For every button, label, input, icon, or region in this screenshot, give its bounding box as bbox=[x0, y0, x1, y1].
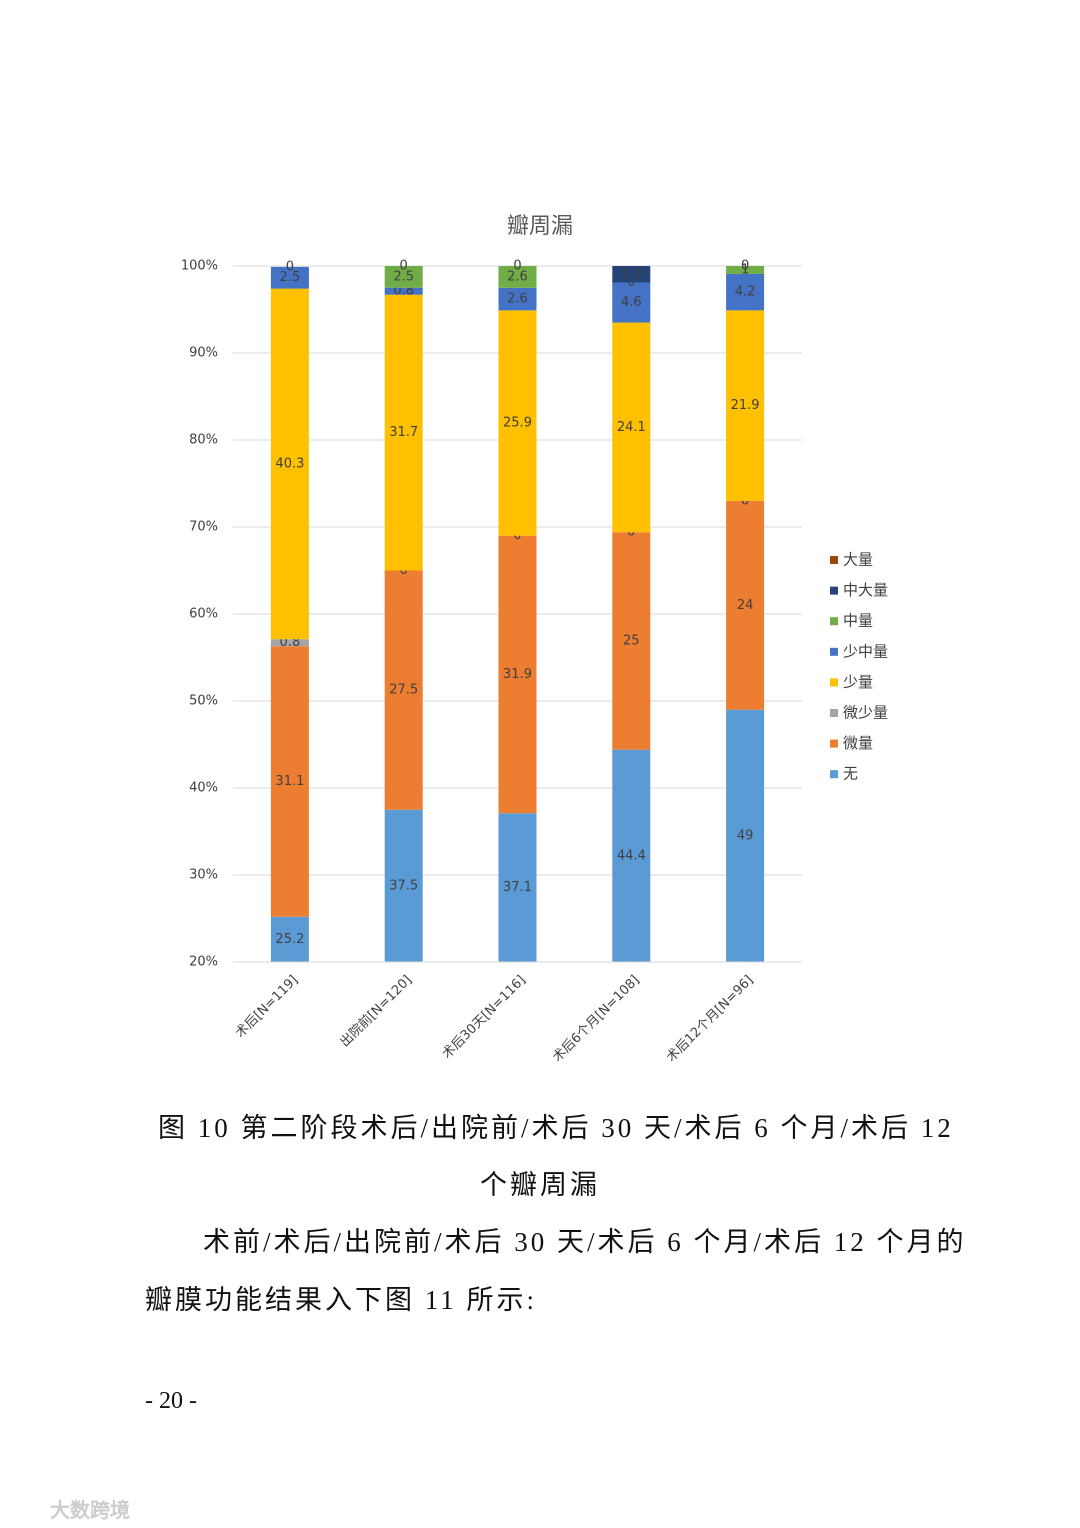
data-label: 2.5 bbox=[393, 269, 414, 284]
data-label: 37.5 bbox=[389, 878, 418, 893]
x-tick-label: 术后30天[N=116] bbox=[440, 973, 529, 1062]
bar-segment bbox=[612, 749, 651, 962]
x-tick-label: 术后[N=119] bbox=[233, 973, 301, 1041]
bar-segment bbox=[726, 310, 765, 501]
bar-segment bbox=[498, 813, 537, 962]
data-label: 31.7 bbox=[389, 425, 418, 440]
bar-segment bbox=[612, 282, 651, 323]
legend-label: 微量 bbox=[843, 734, 873, 752]
paragraph-line: 瓣膜功能结果入下图 11 所示: bbox=[145, 1285, 537, 1315]
y-tick-label: 50% bbox=[189, 694, 218, 709]
paragraph-line: 术前/术后/出院前/术后 30 天/术后 6 个月/术后 12 个月的 bbox=[203, 1227, 967, 1257]
bar-segment bbox=[612, 532, 651, 750]
legend-label: 微少量 bbox=[843, 704, 888, 722]
y-tick-label: 70% bbox=[189, 520, 218, 535]
y-tick-label: 100% bbox=[181, 259, 218, 274]
bar-segment bbox=[270, 639, 309, 647]
data-label: 49 bbox=[737, 828, 754, 843]
bar-segment bbox=[384, 287, 423, 295]
bar-segment bbox=[726, 273, 765, 311]
y-tick-label: 20% bbox=[189, 955, 218, 970]
legend-label: 中大量 bbox=[843, 581, 888, 599]
data-label: 1 bbox=[741, 262, 749, 277]
data-label: 37.1 bbox=[503, 880, 532, 895]
chart: 瓣周漏 20% 30% 40% 50% 60% 70% 80% 90% 100% 术后[N=119… bbox=[181, 214, 888, 1066]
data-label: 40.3 bbox=[275, 456, 304, 471]
legend-swatch bbox=[830, 556, 838, 564]
legend-label: 少量 bbox=[843, 673, 873, 691]
bar-segment bbox=[726, 709, 765, 962]
bar-segment bbox=[384, 809, 423, 962]
bar-segment bbox=[384, 266, 423, 288]
bar-segment bbox=[270, 288, 309, 640]
legend-swatch bbox=[830, 770, 838, 779]
y-tick-label: 80% bbox=[189, 433, 218, 448]
legend-label: 无 bbox=[843, 765, 858, 783]
bar-segment bbox=[726, 266, 765, 274]
legend-swatch bbox=[830, 709, 838, 717]
legend-label: 少中量 bbox=[843, 642, 888, 660]
data-label: 0 bbox=[286, 259, 294, 274]
data-label: 0 bbox=[400, 259, 408, 274]
data-label: 4.2 bbox=[735, 285, 756, 300]
legend-label: 中量 bbox=[843, 612, 873, 630]
data-label: 44.4 bbox=[617, 848, 646, 863]
bar-segment bbox=[270, 916, 309, 962]
data-label: 31.1 bbox=[275, 774, 304, 789]
bar-segment bbox=[498, 287, 537, 311]
data-label: 2.5 bbox=[280, 270, 301, 285]
data-label: 21.9 bbox=[731, 398, 760, 413]
bar-segment bbox=[498, 535, 537, 814]
bar-segment bbox=[612, 322, 651, 533]
data-label: 31.9 bbox=[503, 667, 532, 682]
bar-segment bbox=[612, 266, 651, 283]
y-tick-label: 30% bbox=[189, 868, 218, 883]
legend-swatch bbox=[830, 739, 838, 748]
legend-swatch bbox=[830, 678, 838, 687]
data-label: 0 bbox=[741, 259, 749, 274]
bar-segment bbox=[270, 646, 309, 917]
bar-segment bbox=[726, 500, 765, 710]
y-tick-label: 90% bbox=[189, 346, 218, 361]
x-tick-label: 术后12个月[N=96] bbox=[664, 973, 757, 1066]
y-tick-label: 60% bbox=[189, 607, 218, 622]
bar-segment bbox=[384, 570, 423, 810]
data-label: 27.5 bbox=[389, 683, 418, 698]
legend-swatch bbox=[830, 617, 838, 626]
data-label: 2.6 bbox=[507, 292, 528, 307]
data-label: 25.2 bbox=[275, 932, 304, 947]
legend-label: 大量 bbox=[843, 551, 873, 569]
data-label: 25 bbox=[623, 633, 640, 648]
chart-title: 瓣周漏 bbox=[507, 214, 573, 239]
data-label: 1.9 bbox=[621, 267, 642, 282]
data-label: 2.6 bbox=[507, 269, 528, 284]
y-tick-label: 40% bbox=[189, 781, 218, 796]
x-tick-label: 出院前[N=120] bbox=[337, 972, 415, 1050]
data-label: 25.9 bbox=[503, 416, 532, 431]
data-label: 4.6 bbox=[621, 295, 642, 310]
data-label: 24 bbox=[737, 598, 754, 613]
x-tick-label: 术后6个月[N=108] bbox=[550, 973, 643, 1066]
bar-segment bbox=[498, 266, 537, 288]
legend-swatch bbox=[830, 586, 838, 595]
page-number: - 20 - bbox=[145, 1388, 197, 1414]
legend-swatch bbox=[830, 647, 838, 656]
watermark: 大数跨境 bbox=[50, 1498, 130, 1522]
bar-segment bbox=[498, 310, 537, 536]
caption-line: 图 10 第二阶段术后/出院前/术后 30 天/术后 6 个月/术后 12 bbox=[158, 1113, 954, 1143]
data-label: 24.1 bbox=[617, 420, 646, 435]
data-label: 0 bbox=[513, 259, 521, 274]
bar-segment bbox=[270, 266, 309, 289]
caption-line: 个瓣周漏 bbox=[480, 1170, 600, 1200]
bar-segment bbox=[384, 294, 423, 571]
